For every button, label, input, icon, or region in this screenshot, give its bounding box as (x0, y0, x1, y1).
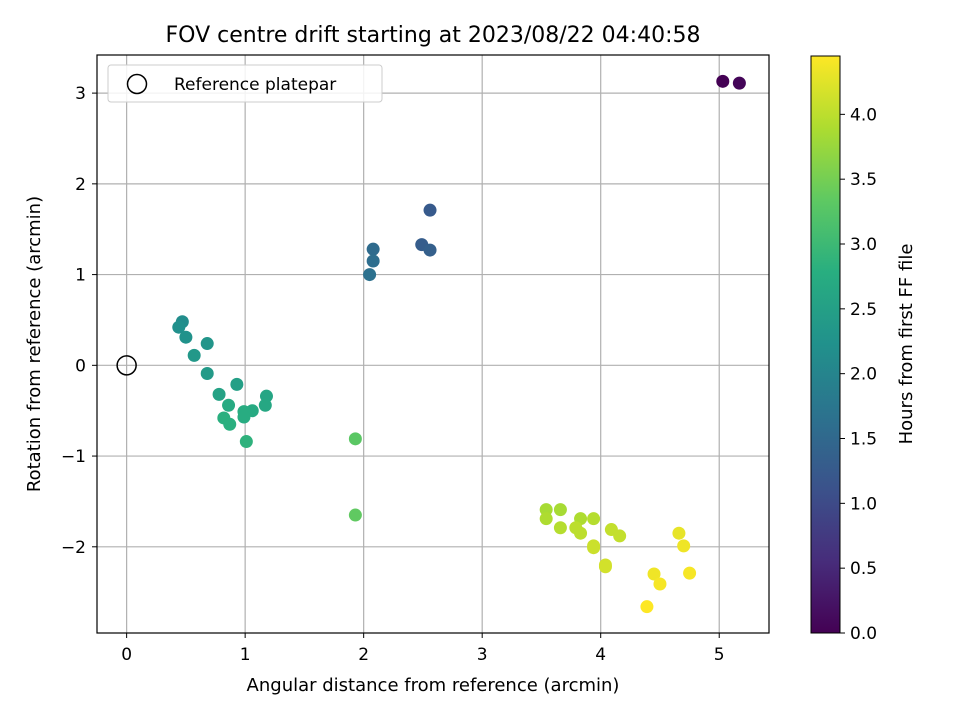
data-point (187, 348, 201, 362)
x-tick-label: 2 (358, 645, 369, 665)
data-point (200, 366, 214, 380)
data-point (179, 330, 193, 344)
data-points (172, 74, 746, 614)
y-tick-label: −1 (61, 447, 86, 467)
y-tick-label: 0 (75, 356, 86, 376)
colorbar-tick-label: 2.0 (850, 365, 877, 385)
data-point (553, 503, 567, 517)
y-tick-label: −2 (61, 538, 86, 558)
colorbar-tick-label: 0.5 (850, 559, 877, 579)
data-point (348, 432, 362, 446)
data-point (366, 254, 380, 268)
data-point (223, 417, 237, 431)
data-point (200, 337, 214, 351)
colorbar-ticks: 0.0 0.5 1.0 1.5 2.0 2.5 3.0 3.5 4.0 (840, 105, 877, 644)
data-point (366, 242, 380, 256)
data-point (587, 541, 601, 555)
data-point (677, 539, 691, 553)
y-tick-label: 1 (75, 266, 86, 286)
data-point (212, 387, 226, 401)
legend: Reference platepar (107, 64, 383, 103)
data-point (598, 560, 612, 574)
y-axis-label: Rotation from reference (arcmin) (24, 196, 45, 492)
data-point (258, 398, 272, 412)
colorbar-tick-label: 1.0 (850, 494, 877, 514)
data-point (172, 320, 186, 334)
colorbar-tick-label: 3.0 (850, 235, 877, 255)
chart-title: FOV centre drift starting at 2023/08/22 … (166, 23, 701, 48)
grid-lines (97, 55, 769, 633)
data-point (732, 76, 746, 90)
colorbar-tick-label: 3.5 (850, 170, 877, 190)
colorbar-tick-label: 1.5 (850, 430, 877, 450)
data-point (647, 567, 661, 581)
plot-frame (96, 54, 770, 634)
x-axis-label: Angular distance from reference (arcmin) (247, 675, 620, 696)
data-point (553, 521, 567, 535)
reference-platepar-marker (116, 355, 137, 376)
data-point (640, 600, 654, 614)
y-tick-label: 3 (75, 84, 86, 104)
data-point (348, 508, 362, 522)
data-point (613, 529, 627, 543)
data-point (716, 74, 730, 88)
legend-reference-marker (126, 73, 148, 95)
x-tick-label: 1 (240, 645, 251, 665)
data-point (230, 377, 244, 391)
data-point (574, 526, 588, 540)
x-tick-label: 0 (121, 645, 132, 665)
data-point (423, 243, 437, 257)
legend-box (107, 64, 383, 103)
y-tick-label: 2 (75, 175, 86, 195)
data-point (363, 268, 377, 282)
colorbar-label: Hours from first FF file (896, 244, 917, 445)
colorbar-tick-label: 0.0 (850, 624, 877, 644)
colorbar-tick-label: 4.0 (850, 105, 877, 125)
data-point (672, 526, 686, 540)
data-point (239, 435, 253, 449)
legend-entry-reference: Reference platepar (174, 75, 336, 95)
data-point (653, 577, 667, 591)
data-point (539, 512, 553, 526)
data-point (423, 203, 437, 217)
x-tick-label: 4 (595, 645, 606, 665)
data-point (237, 410, 251, 424)
reference-marker-layer (116, 355, 137, 376)
data-point (539, 503, 553, 517)
x-tick-label: 5 (714, 645, 725, 665)
data-point (587, 512, 601, 526)
colorbar (810, 55, 841, 634)
colorbar-tick-label: 2.5 (850, 300, 877, 320)
data-point (683, 566, 697, 580)
x-tick-label: 3 (477, 645, 488, 665)
data-point (222, 398, 236, 412)
y-ticks: −2 −1 0 1 2 3 (61, 84, 97, 558)
x-ticks: 0 1 2 3 4 5 (121, 633, 725, 665)
